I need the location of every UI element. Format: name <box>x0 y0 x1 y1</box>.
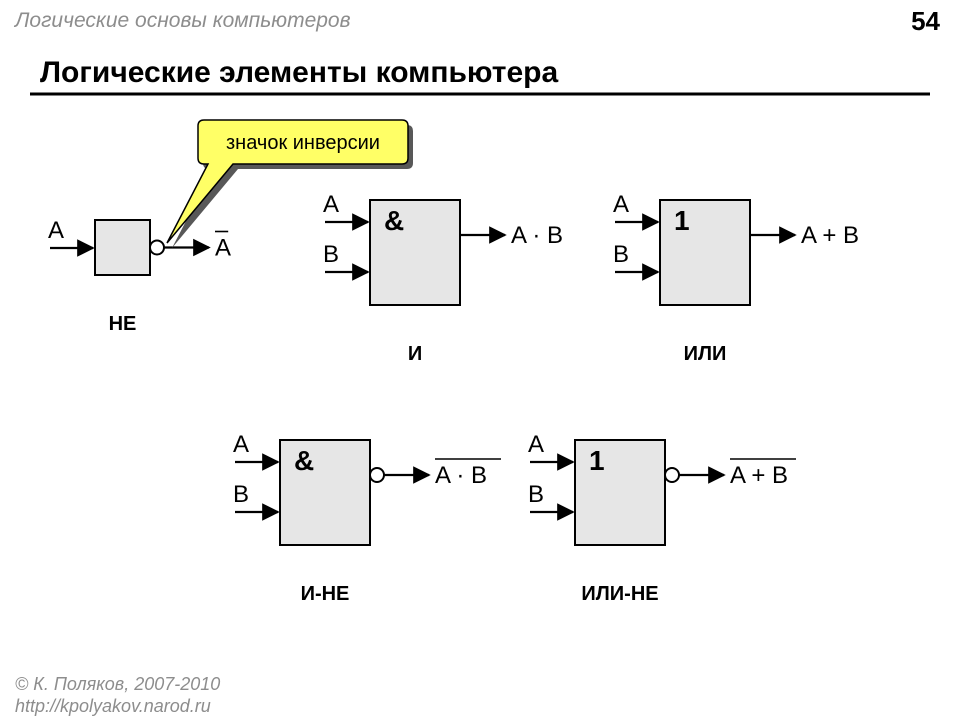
gate-nand: & AB A · B И-НЕ <box>233 431 501 605</box>
input-label: A <box>323 191 339 218</box>
gate-caption: ИЛИ-НЕ <box>581 583 658 605</box>
inversion-circle <box>150 241 164 255</box>
page-number: 54 <box>911 6 940 36</box>
gate-and: & AB A · B И <box>323 191 563 365</box>
inversion-circle <box>665 468 679 482</box>
gate-caption: ИЛИ <box>684 343 727 365</box>
gate-symbol: 1 <box>589 445 605 476</box>
input-label: B <box>323 241 339 268</box>
gate-or: 1 AB A + B ИЛИ <box>613 191 859 365</box>
input-label: B <box>233 481 249 508</box>
inversion-circle <box>370 468 384 482</box>
input-label: B <box>528 481 544 508</box>
gate-symbol: & <box>294 445 314 476</box>
output-label: A · B <box>511 222 563 249</box>
callout-text: значок инверсии <box>226 132 380 154</box>
output-label: A + B <box>801 222 859 249</box>
header-subject: Логические основы компьютеров <box>13 9 351 32</box>
gate-caption: И-НЕ <box>301 583 350 605</box>
gate-symbol: & <box>384 205 404 236</box>
input-label: A <box>48 217 64 244</box>
gate-caption: НЕ <box>109 313 137 335</box>
gate-symbol: 1 <box>674 205 690 236</box>
gate-not: A A НЕ <box>48 217 231 335</box>
input-label: A <box>528 431 544 458</box>
gate-box <box>95 220 150 275</box>
gates-layer: AAНЕ&ABA · BИ1ABA + BИЛИ&ABA · BИ-НЕ1ABA… <box>48 191 859 605</box>
page-title: Логические элементы компьютера <box>40 56 558 89</box>
input-label: A <box>613 191 629 218</box>
input-label: A <box>233 431 249 458</box>
gate-nor: 1 AB A + B ИЛИ-НЕ <box>528 431 796 605</box>
output-label: A · B <box>435 462 487 489</box>
gate-caption: И <box>408 343 422 365</box>
input-label: B <box>613 241 629 268</box>
output-label: A + B <box>730 462 788 489</box>
footer-url: http://kpolyakov.narod.ru <box>15 696 211 716</box>
footer-author: © К. Поляков, 2007-2010 <box>15 674 220 694</box>
output-label: A <box>215 235 231 262</box>
